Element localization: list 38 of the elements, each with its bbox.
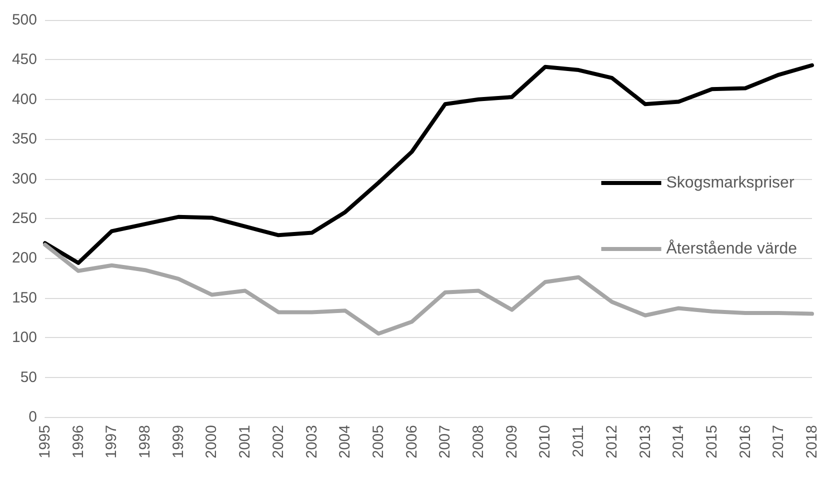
legend-label: Skogsmarkspriser: [666, 174, 795, 192]
x-tick-label: 2005: [370, 425, 387, 458]
x-tick-label: 2004: [336, 425, 354, 458]
x-tick-label: 2009: [503, 425, 520, 458]
x-tick-label: 2008: [470, 425, 488, 458]
y-tick-label: 50: [20, 368, 37, 386]
y-tick-label: 350: [12, 130, 37, 148]
x-tick-label: 2012: [603, 425, 620, 458]
y-tick-label: 500: [12, 12, 37, 28]
x-tick-label: 2016: [736, 425, 754, 458]
x-tick-label: 1996: [70, 425, 87, 458]
x-tick-label: 2014: [670, 425, 688, 458]
x-tick-label: 1995: [36, 425, 54, 458]
x-tick-label: 1999: [170, 425, 187, 458]
x-tick-label: 2000: [203, 425, 220, 458]
x-tick-label: 1997: [103, 425, 120, 458]
x-tick-label: 2006: [403, 425, 420, 458]
y-tick-label: 100: [12, 329, 37, 346]
x-tick-label: 2010: [536, 425, 554, 458]
line-series: [43, 63, 814, 265]
y-tick-label: 400: [12, 90, 37, 108]
x-tick-label: 2017: [770, 425, 788, 458]
x-tick-label: 2018: [804, 425, 820, 458]
x-tick-label: 2002: [270, 425, 287, 458]
x-tick-label: 2003: [303, 425, 320, 458]
x-tick-label: 2007: [436, 425, 454, 458]
x-tick-label: 2011: [570, 425, 588, 458]
x-tick-label: 2001: [236, 425, 254, 458]
y-tick-label: 200: [12, 250, 37, 267]
y-tick-label: 150: [12, 289, 37, 306]
y-tick-label: 300: [12, 170, 37, 188]
legend-label: Återstående värde: [666, 240, 798, 258]
y-tick-label: 250: [12, 210, 37, 227]
x-tick-label: 1998: [136, 425, 154, 458]
y-tick-label: 0: [28, 408, 37, 426]
x-tick-label: 2015: [703, 425, 720, 458]
x-tick-label: 2013: [636, 425, 654, 458]
y-tick-label: 450: [12, 51, 37, 68]
